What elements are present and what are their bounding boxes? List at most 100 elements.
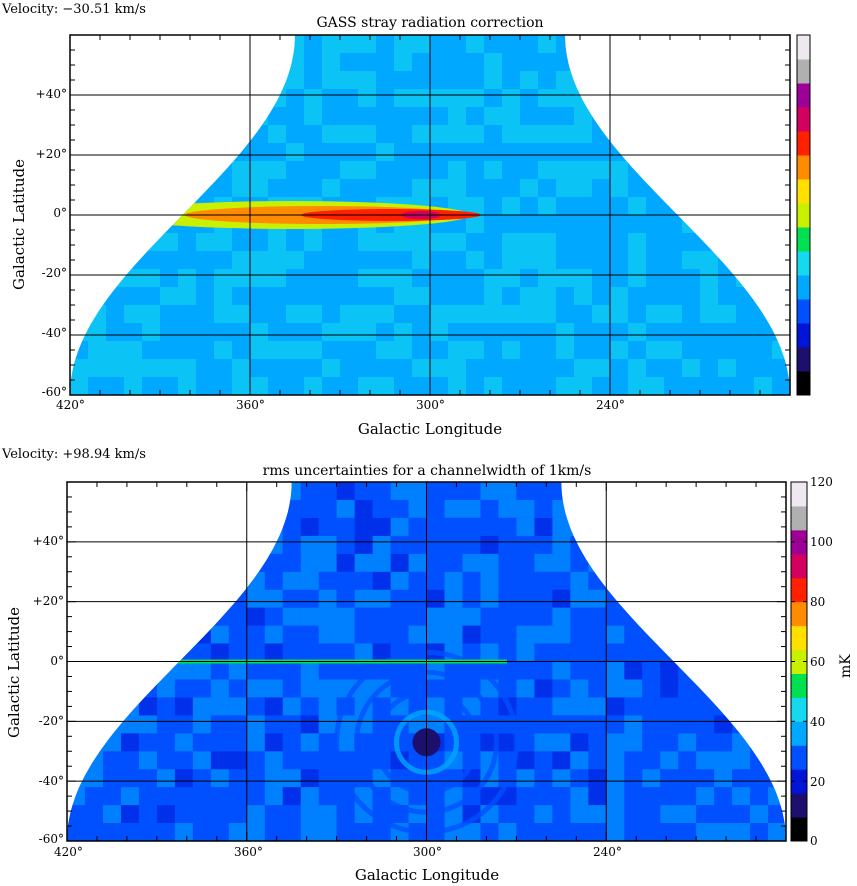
sky-tile	[156, 823, 175, 841]
sky-tile	[120, 553, 139, 572]
sky-tile	[588, 823, 607, 841]
sky-tile	[160, 71, 178, 89]
colorbar-tick-label: 60	[810, 655, 826, 669]
sky-tile	[592, 179, 610, 197]
sky-tile	[282, 517, 301, 536]
sky-tile	[732, 482, 751, 500]
sky-tile	[538, 359, 556, 377]
sky-tile	[732, 625, 751, 644]
sky-tile	[246, 715, 265, 734]
sky-tile	[552, 733, 571, 752]
sky-tile	[210, 661, 229, 680]
sky-tile	[246, 661, 265, 680]
sky-tile	[574, 161, 592, 179]
sky-tile	[250, 305, 268, 323]
sky-tile	[412, 89, 430, 107]
sky-tile	[444, 787, 463, 806]
sky-tile	[192, 499, 211, 518]
sky-tile	[286, 35, 304, 53]
sky-tile	[268, 161, 286, 179]
sky-tile	[664, 359, 682, 377]
sky-tile	[214, 89, 232, 107]
sky-tile	[520, 269, 538, 287]
sky-tile	[534, 733, 553, 752]
sky-tile	[714, 553, 733, 572]
sky-tile	[750, 517, 768, 536]
sky-tile	[624, 769, 643, 788]
sky-tile	[516, 517, 535, 536]
sky-tile	[570, 805, 589, 823]
y-tick-label: -20°	[41, 266, 67, 280]
sky-tile	[106, 215, 124, 233]
sky-tile	[516, 643, 535, 662]
sky-tile	[354, 823, 373, 841]
sky-tile	[754, 125, 772, 143]
sky-tile	[232, 71, 250, 89]
sky-tile	[480, 823, 499, 841]
sky-tile	[138, 517, 157, 536]
sky-tile	[232, 143, 250, 161]
sky-tile	[664, 179, 682, 197]
sky-tile	[103, 823, 121, 841]
sky-tile	[556, 35, 574, 53]
sky-tile	[664, 53, 682, 71]
sky-tile	[412, 143, 430, 161]
sky-tile	[768, 535, 786, 554]
sky-tile	[286, 179, 304, 197]
sky-tile	[642, 553, 661, 572]
sky-tile	[750, 499, 768, 518]
colorbar-segment	[791, 697, 807, 722]
sky-tile	[664, 377, 682, 395]
sky-tile	[210, 715, 229, 734]
sky-tile	[534, 751, 553, 770]
sky-tile	[430, 89, 448, 107]
sky-tile	[394, 71, 412, 89]
sky-tile	[250, 179, 268, 197]
sky-tile	[520, 125, 538, 143]
sky-tile	[624, 643, 643, 662]
sky-tile	[696, 553, 715, 572]
sky-tile	[178, 161, 196, 179]
sky-tile	[552, 823, 571, 841]
sky-tile	[192, 553, 211, 572]
sky-tile	[160, 287, 178, 305]
sky-tile	[286, 107, 304, 125]
sky-tile	[304, 107, 322, 125]
colorbar-tick-label: 100	[810, 535, 833, 549]
sky-tile	[88, 233, 106, 251]
sky-tile	[520, 161, 538, 179]
sky-tile	[534, 679, 553, 698]
sky-tile	[754, 323, 772, 341]
sky-tile	[664, 233, 682, 251]
sky-tile	[124, 161, 142, 179]
sky-tile	[480, 625, 499, 644]
sky-tile	[85, 679, 103, 698]
sky-tile	[372, 607, 391, 626]
x-tick-label: 360°	[236, 398, 265, 412]
sky-tile	[210, 787, 229, 806]
sky-tile	[354, 499, 373, 518]
sky-tile	[664, 89, 682, 107]
sky-tile	[138, 499, 157, 518]
sky-tile	[466, 305, 484, 323]
sky-tile	[264, 661, 283, 680]
sky-tile	[88, 125, 106, 143]
sky-tile	[214, 269, 232, 287]
sky-tile	[448, 233, 466, 251]
sky-tile	[570, 679, 589, 698]
sky-tile	[124, 251, 142, 269]
sky-tile	[250, 143, 268, 161]
sky-tile	[574, 341, 592, 359]
sky-tile	[498, 733, 517, 752]
sky-tile	[700, 35, 718, 53]
sky-tile	[516, 625, 535, 644]
sky-tile	[178, 359, 196, 377]
sky-tile	[718, 143, 736, 161]
sky-tile	[678, 805, 697, 823]
sky-tile	[124, 287, 142, 305]
sky-tile	[196, 305, 214, 323]
sky-tile	[85, 607, 103, 626]
sky-tile	[286, 233, 304, 251]
sky-tile	[538, 35, 556, 53]
sky-tile	[538, 71, 556, 89]
